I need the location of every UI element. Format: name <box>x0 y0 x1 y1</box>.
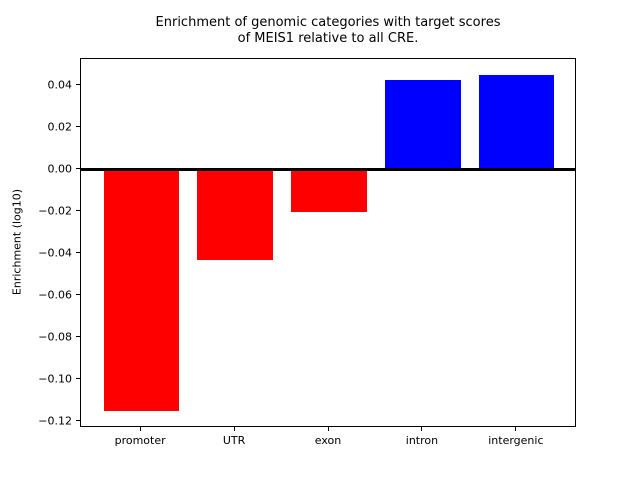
y-tick-mark <box>76 168 80 170</box>
y-tick-mark <box>76 84 80 86</box>
y-tick-label: 0.00 <box>47 162 73 176</box>
y-tick-label: 0.02 <box>47 120 73 134</box>
bar-intron <box>385 79 461 170</box>
y-tick-label: −0.08 <box>38 330 72 344</box>
x-tick-label-UTR: UTR <box>222 434 246 447</box>
x-tick-mark <box>233 427 235 432</box>
y-tick-mark <box>76 378 80 380</box>
y-tick-label: −0.10 <box>38 372 72 386</box>
y-tick-mark <box>76 420 80 422</box>
bar-intergenic <box>479 75 555 170</box>
y-tick-mark <box>76 336 80 338</box>
y-tick-mark <box>76 252 80 254</box>
bar-exon <box>291 169 367 212</box>
y-tick-label: −0.02 <box>38 204 72 218</box>
bar-promoter <box>103 169 179 412</box>
y-tick-label: −0.12 <box>38 414 72 428</box>
x-tick-mark <box>515 427 517 432</box>
x-tick-mark <box>327 427 329 432</box>
x-tick-label-intron: intron <box>405 434 439 447</box>
x-tick-mark <box>421 427 423 432</box>
y-tick-label: −0.04 <box>38 246 72 260</box>
y-tick-label: 0.04 <box>47 78 73 92</box>
plot-area <box>80 57 576 428</box>
y-tick-label: −0.06 <box>38 288 72 302</box>
bar-UTR <box>197 169 273 261</box>
x-tick-label-intergenic: intergenic <box>488 434 544 447</box>
chart-title: Enrichment of genomic categories with ta… <box>156 15 501 46</box>
chart-title-line2: of MEIS1 relative to all CRE. <box>237 30 419 46</box>
y-tick-mark <box>76 294 80 296</box>
x-tick-mark <box>139 427 141 432</box>
x-tick-label-exon: exon <box>314 434 342 447</box>
zero-line <box>81 168 575 172</box>
x-tick-label-promoter: promoter <box>114 434 166 447</box>
y-tick-mark <box>76 126 80 128</box>
y-tick-mark <box>76 210 80 212</box>
chart-title-line1: Enrichment of genomic categories with ta… <box>155 15 501 30</box>
